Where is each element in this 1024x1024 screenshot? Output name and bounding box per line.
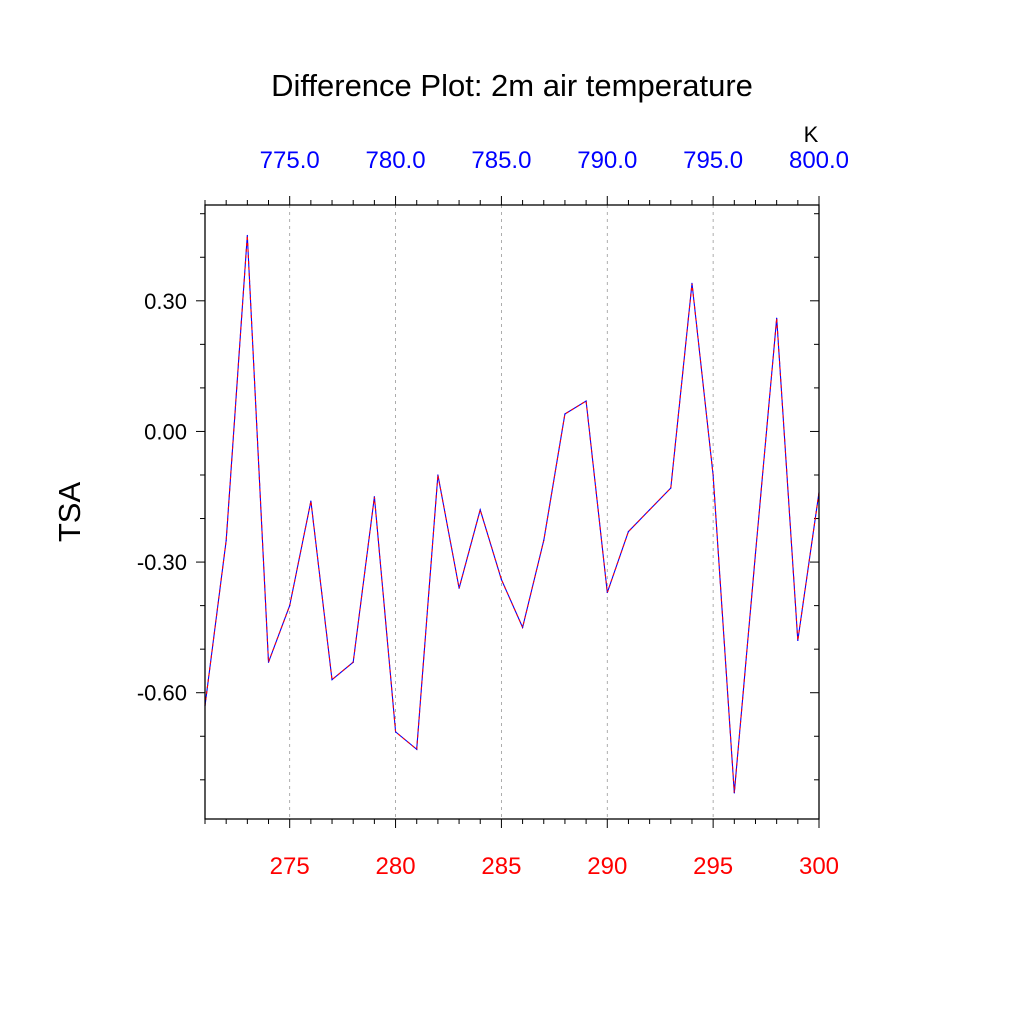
series-group bbox=[204, 234, 820, 794]
data-point bbox=[712, 474, 714, 476]
chart-title: Difference Plot: 2m air temperature bbox=[271, 68, 753, 103]
data-point bbox=[754, 552, 757, 554]
data-point bbox=[606, 591, 608, 594]
x-tick-label-bottom: 285 bbox=[481, 853, 521, 880]
data-point bbox=[521, 626, 524, 628]
data-point bbox=[310, 500, 312, 502]
data-point bbox=[585, 400, 587, 402]
data-point bbox=[479, 509, 481, 511]
data-point bbox=[564, 413, 566, 415]
x-tick-label-top: 780.0 bbox=[366, 147, 426, 174]
y-axis-label: TSA bbox=[52, 482, 87, 543]
top-axis-unit: K bbox=[804, 122, 819, 147]
x-tick-label-top: 795.0 bbox=[683, 147, 743, 174]
x-tick-label-bottom: 290 bbox=[587, 853, 627, 880]
grid-lines bbox=[289, 205, 714, 819]
data-point bbox=[543, 539, 545, 541]
x-tick-label-bottom: 300 bbox=[799, 853, 839, 880]
y-tick-label: -0.30 bbox=[137, 550, 187, 575]
data-point bbox=[437, 474, 439, 476]
x-tick-label-bottom: 275 bbox=[270, 853, 310, 880]
y-tick-label: 0.00 bbox=[144, 419, 187, 444]
data-point bbox=[691, 282, 693, 284]
x-tick-label-top: 785.0 bbox=[471, 147, 531, 174]
data-point bbox=[373, 496, 375, 498]
x-tick-label-top: 775.0 bbox=[260, 147, 320, 174]
series-line-solid bbox=[204, 235, 820, 793]
data-point bbox=[394, 731, 397, 733]
y-tick-label: -0.60 bbox=[137, 681, 187, 706]
data-point bbox=[670, 487, 672, 489]
x-tick-label-bottom: 280 bbox=[376, 853, 416, 880]
y-tick-label: 0.30 bbox=[144, 289, 187, 314]
data-point bbox=[797, 639, 799, 642]
data-point bbox=[352, 661, 354, 663]
plot-frame bbox=[204, 204, 820, 820]
data-point bbox=[649, 509, 651, 511]
series-line-dashed bbox=[204, 235, 820, 793]
data-point bbox=[331, 679, 333, 681]
data-point bbox=[733, 792, 735, 794]
data-point bbox=[627, 530, 630, 533]
data-point bbox=[289, 605, 291, 607]
x-tick-label-top: 790.0 bbox=[577, 147, 637, 174]
data-point bbox=[416, 748, 418, 750]
data-point bbox=[776, 317, 778, 319]
data-point bbox=[458, 587, 460, 589]
x-tick-label-top: 800.0 bbox=[789, 147, 849, 174]
tick-labels: -0.60 -0.30 0.00 0.30 275 280 285 290 295 300 775.… bbox=[137, 147, 849, 880]
data-point bbox=[267, 661, 270, 663]
axis-ticks bbox=[196, 196, 820, 828]
data-point bbox=[246, 234, 248, 237]
x-tick-label-bottom: 295 bbox=[693, 853, 733, 880]
data-point bbox=[500, 578, 503, 581]
data-point bbox=[225, 539, 227, 541]
